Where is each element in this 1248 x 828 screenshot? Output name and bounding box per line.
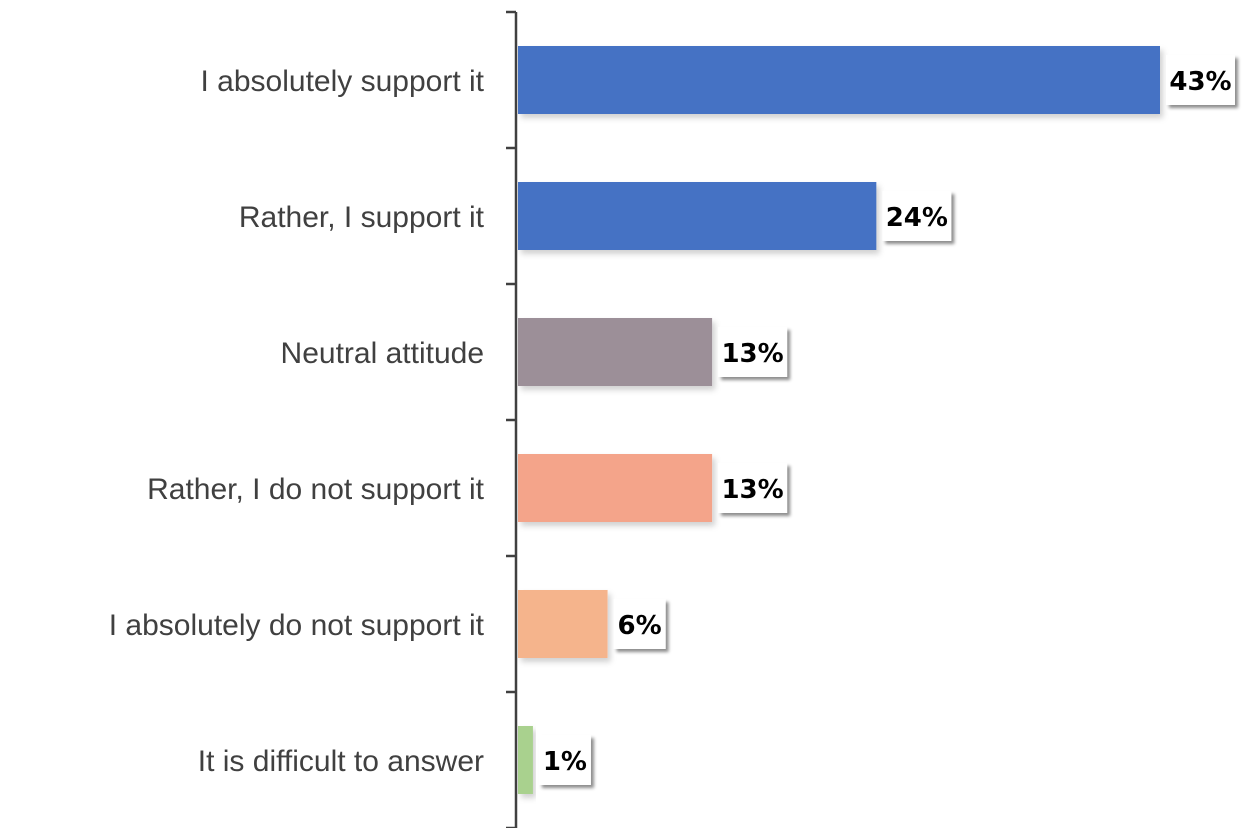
bars-layer bbox=[518, 46, 1160, 794]
data-label-box bbox=[1166, 55, 1235, 105]
category-label: Neutral attitude bbox=[281, 337, 484, 370]
data-label: 1% bbox=[543, 747, 587, 777]
category-label: I absolutely do not support it bbox=[109, 609, 485, 642]
bar bbox=[518, 318, 713, 386]
y-axis bbox=[506, 10, 518, 828]
bar bbox=[518, 182, 877, 250]
data-label-box bbox=[613, 599, 666, 649]
data-label-box bbox=[718, 463, 788, 513]
data-label: 24% bbox=[886, 203, 948, 233]
data-label: 6% bbox=[618, 611, 662, 641]
data-label: 43% bbox=[1169, 67, 1231, 97]
category-label: It is difficult to answer bbox=[198, 745, 484, 778]
data-label: 13% bbox=[721, 475, 783, 505]
category-label: I absolutely support it bbox=[201, 65, 485, 98]
labels-layer: I absolutely support it 43% Rather, I supp… bbox=[109, 55, 1235, 785]
bar bbox=[518, 726, 533, 794]
bar bbox=[518, 46, 1160, 114]
data-label-box bbox=[538, 735, 591, 785]
category-label: Rather, I support it bbox=[239, 201, 485, 234]
data-label: 13% bbox=[721, 339, 783, 369]
category-label: Rather, I do not support it bbox=[147, 473, 485, 506]
data-label-box bbox=[718, 327, 788, 377]
data-label-box bbox=[882, 191, 952, 241]
bar bbox=[518, 454, 713, 522]
bar bbox=[518, 590, 608, 658]
